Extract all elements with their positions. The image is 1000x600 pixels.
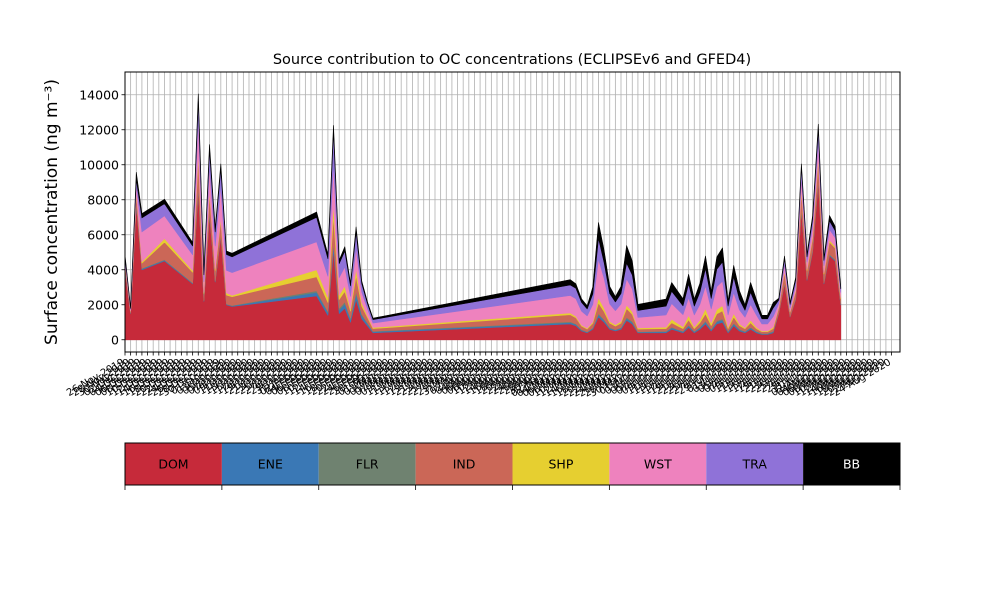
y-tick-label: 12000	[79, 122, 119, 137]
legend-colorbar: DOM ENE FLR IND SHP WST TRA BB	[124, 442, 901, 490]
legend-label-bb: BB	[843, 457, 860, 472]
legend-label-ene: ENE	[258, 457, 283, 472]
y-axis: 0 2000 4000 6000 8000 10000 12000 14000	[79, 87, 125, 347]
legend-swatch-wst	[609, 443, 707, 485]
y-tick-label: 14000	[79, 87, 119, 102]
legend-swatch-tra	[706, 443, 804, 485]
legend-frame	[124, 442, 901, 486]
legend-swatch-flr	[318, 443, 416, 485]
legend-label-tra: TRA	[742, 457, 768, 472]
legend-label-ind: IND	[453, 457, 476, 472]
y-tick-label: 0	[111, 332, 119, 347]
legend-swatch-dom	[125, 443, 222, 485]
y-tick-label: 4000	[87, 262, 119, 277]
legend-label-dom: DOM	[158, 457, 188, 472]
y-tick-label: 8000	[87, 192, 119, 207]
legend-swatch-ene	[221, 443, 319, 485]
chart-title: Source contribution to OC concentrations…	[273, 52, 751, 68]
legend-swatch-shp	[512, 443, 610, 485]
area-bb	[124, 93, 842, 320]
legend-label-wst: WST	[644, 457, 672, 472]
legend-label-shp: SHP	[549, 457, 574, 472]
stacked-areas	[124, 93, 842, 341]
plot-frame	[124, 71, 901, 353]
legend-swatch-bb	[803, 443, 900, 485]
y-tick-label: 6000	[87, 227, 119, 242]
legend-swatch-ind	[415, 443, 513, 485]
y-axis-label: Surface concentration (ng m⁻³)	[42, 79, 62, 345]
x-axis: 26-Nov-201928-Nov-201930-Nov-201902-Dec-…	[65, 352, 893, 400]
legend-label-flr: FLR	[356, 457, 379, 472]
y-tick-label: 10000	[79, 157, 119, 172]
y-tick-label: 2000	[87, 297, 119, 312]
